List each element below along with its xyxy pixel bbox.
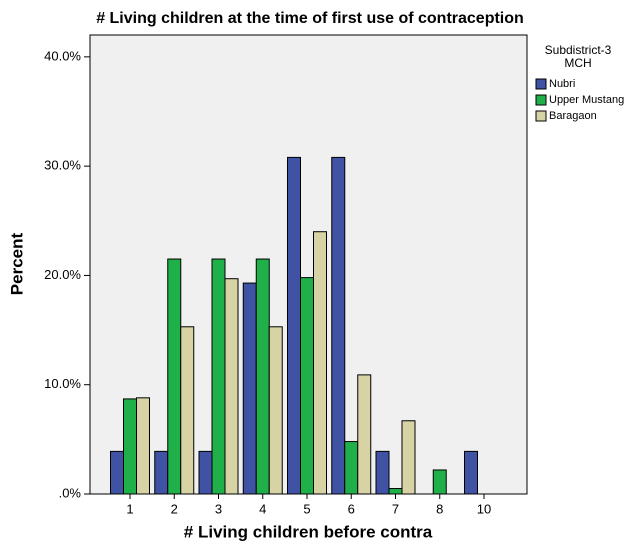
bar (401, 420, 416, 495)
legend-label: Baragaon (549, 110, 597, 122)
x-tick-label: 4 (259, 501, 266, 516)
x-tick-label: 5 (303, 501, 310, 516)
bar (287, 156, 301, 495)
y-axis-title: Percent (7, 232, 26, 295)
legend-swatch (535, 78, 547, 90)
bar (344, 441, 359, 495)
bar (255, 258, 270, 495)
y-tick-label: 20.0% (44, 267, 81, 282)
x-axis-title: # Living children before contra (184, 522, 433, 541)
bar (313, 231, 327, 495)
bar (224, 278, 239, 495)
bar (432, 469, 447, 495)
bar (242, 282, 257, 495)
x-tick-label: 3 (215, 501, 222, 516)
x-tick-label: 1 (126, 501, 133, 516)
bar (268, 326, 283, 495)
legend-label: Upper Mustang (549, 94, 624, 106)
bar (331, 156, 346, 495)
bar (357, 374, 372, 495)
bar (388, 488, 403, 495)
bar (198, 450, 213, 495)
y-tick-label: 30.0% (44, 158, 81, 173)
x-tick-label: 7 (392, 501, 399, 516)
legend-label: Nubri (549, 78, 575, 90)
bar (136, 397, 150, 495)
bar (154, 450, 169, 495)
bar (167, 258, 182, 495)
legend-title: MCH (564, 56, 591, 70)
bar (211, 258, 226, 495)
y-tick-label: 40.0% (44, 48, 81, 63)
bar (123, 398, 137, 495)
bar (180, 326, 195, 495)
x-tick-label: 2 (171, 501, 178, 516)
bar (375, 450, 390, 495)
y-tick-label: .0% (59, 485, 82, 500)
bar (110, 450, 124, 495)
x-tick-label: 8 (436, 501, 443, 516)
legend-swatch (535, 94, 547, 106)
bar (300, 277, 314, 495)
y-tick-label: 10.0% (44, 376, 81, 391)
legend-title: Subdistrict-3 (545, 43, 612, 57)
chart-title: # Living children at the time of first u… (96, 10, 524, 27)
x-tick-label: 10 (477, 501, 491, 516)
bar (464, 450, 478, 495)
legend-swatch (535, 110, 547, 122)
x-tick-label: 6 (348, 501, 355, 516)
